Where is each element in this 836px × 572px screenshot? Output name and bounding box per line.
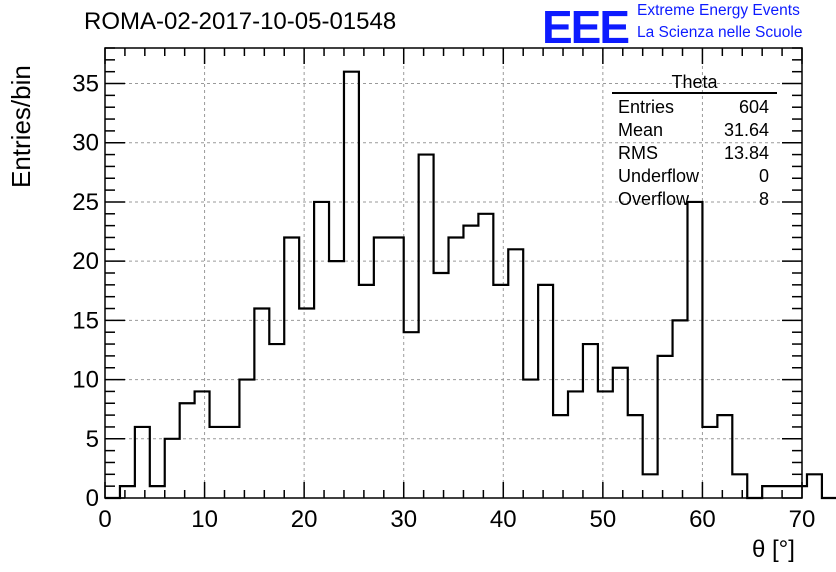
histogram-bin	[658, 356, 673, 498]
histogram-bin	[673, 320, 688, 498]
x-tick-label: 60	[689, 506, 716, 533]
histogram-bin	[359, 285, 374, 498]
histogram-bin	[538, 285, 553, 498]
histogram-bin	[284, 237, 299, 498]
stats-row-rms: RMS 13.84	[612, 142, 777, 165]
x-tick-label: 50	[590, 506, 617, 533]
stats-value: 13.84	[723, 143, 769, 163]
histogram-bin	[314, 202, 329, 498]
plot-frame	[104, 47, 803, 499]
histogram-bin	[180, 403, 195, 498]
histogram-bin	[239, 380, 254, 498]
y-tick-label: 25	[72, 189, 99, 216]
stats-row-overflow: Overflow 8	[612, 188, 777, 211]
histogram-bin	[717, 415, 732, 498]
histogram-bin	[628, 415, 643, 498]
histogram-bin	[344, 72, 359, 498]
histogram-bin	[449, 237, 464, 498]
histogram-bin	[702, 427, 717, 498]
histogram-bin	[165, 439, 180, 498]
x-tick-label: 20	[291, 506, 318, 533]
x-tick-label: 30	[390, 506, 417, 533]
histogram-bin	[224, 427, 239, 498]
histogram-bin	[404, 332, 419, 498]
stats-value: 0	[758, 166, 769, 186]
histogram-bin	[419, 155, 434, 498]
logo-line-1: Extreme Energy Events	[637, 2, 800, 19]
histogram-outline	[105, 70, 836, 500]
histogram-bin	[792, 486, 807, 498]
histogram-bin	[120, 486, 135, 498]
histogram-bin	[195, 391, 210, 498]
stats-value: 8	[758, 189, 769, 209]
x-axis-label: θ [°]	[752, 536, 795, 563]
histogram-bin	[508, 249, 523, 498]
stats-row-entries: Entries 604	[612, 96, 777, 119]
histogram-bin	[807, 474, 822, 498]
stats-label: Entries	[618, 97, 675, 117]
histogram-bin	[329, 261, 344, 498]
x-tick-label: 0	[98, 506, 111, 533]
histogram-bin	[478, 214, 493, 498]
histogram-bin	[687, 202, 702, 498]
stats-row-underflow: Underflow 0	[612, 165, 777, 188]
x-tick-label: 10	[191, 506, 218, 533]
histogram-bin	[210, 427, 225, 498]
histogram-bin	[613, 368, 628, 498]
y-tick-label: 35	[72, 71, 99, 98]
histogram-bin	[463, 226, 478, 498]
x-tick-label: 40	[490, 506, 517, 533]
chart-title: ROMA-02-2017-10-05-01548	[84, 8, 397, 35]
stats-box-title: Theta	[612, 73, 777, 94]
histogram-bin	[777, 486, 792, 498]
stats-box: Theta Entries 604 Mean 31.64 RMS 13.84 U…	[612, 73, 777, 211]
histogram-bin	[598, 391, 613, 498]
histogram-bin	[389, 237, 404, 498]
histogram-bin	[553, 415, 568, 498]
histogram-bin	[643, 474, 658, 498]
histogram-bin	[150, 486, 165, 498]
stats-label: RMS	[618, 143, 658, 163]
histogram-bin	[732, 474, 747, 498]
y-tick-label: 0	[86, 485, 99, 512]
histogram-bin	[269, 344, 284, 498]
histogram-bin	[135, 427, 150, 498]
y-tick-label: 20	[72, 248, 99, 275]
stats-value: 31.64	[723, 120, 769, 140]
logo-line-2: La Scienza nelle Scuole	[637, 24, 803, 41]
histogram-bin	[762, 486, 777, 498]
histogram-bin	[583, 344, 598, 498]
histogram-bin	[434, 273, 449, 498]
histogram-bin	[299, 309, 314, 498]
x-tick-label: 70	[789, 506, 816, 533]
y-tick-label: 15	[72, 307, 99, 334]
stats-label: Mean	[618, 120, 664, 140]
histogram-bin	[568, 391, 583, 498]
stats-value: 604	[738, 97, 769, 117]
stats-row-mean: Mean 31.64	[612, 119, 777, 142]
histogram-bin	[493, 285, 508, 498]
stats-label: Overflow	[618, 189, 690, 209]
y-tick-label: 5	[86, 426, 99, 453]
histogram-bin	[254, 309, 269, 498]
histogram-bin	[523, 380, 538, 498]
histogram-bin	[374, 237, 389, 498]
eee-logo: EEE	[542, 1, 630, 53]
y-tick-label: 30	[72, 130, 99, 157]
stats-label: Underflow	[618, 166, 700, 186]
y-axis-label: Entries/bin	[6, 65, 36, 188]
y-tick-label: 10	[72, 367, 99, 394]
